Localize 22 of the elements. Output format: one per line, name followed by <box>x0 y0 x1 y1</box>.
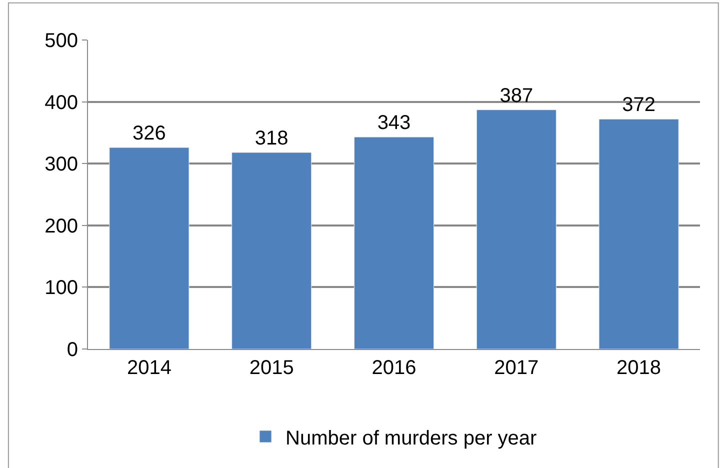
y-tick-label: 400 <box>44 92 78 114</box>
y-tick-label: 0 <box>66 339 78 361</box>
bar <box>598 118 679 349</box>
y-tick-label: 300 <box>44 154 78 176</box>
bar <box>476 110 556 349</box>
y-tick-label: 500 <box>44 30 78 52</box>
data-label: 343 <box>377 112 411 134</box>
data-label: 387 <box>500 84 534 107</box>
x-tick-label: 2017 <box>494 357 539 379</box>
x-tick-label: 2016 <box>372 357 416 379</box>
x-tick-label: 2018 <box>616 357 662 379</box>
bar <box>232 152 312 349</box>
data-label: 318 <box>254 127 288 150</box>
x-tick-label: 2015 <box>249 357 294 379</box>
data-label: 372 <box>622 94 656 116</box>
legend-label: Number of murders per year <box>286 427 538 450</box>
y-tick-label: 200 <box>44 215 78 238</box>
x-tick-label: 2014 <box>126 357 172 379</box>
data-label: 326 <box>132 122 166 145</box>
bar <box>354 136 434 349</box>
bar <box>109 147 190 349</box>
y-tick-label: 100 <box>44 277 78 300</box>
